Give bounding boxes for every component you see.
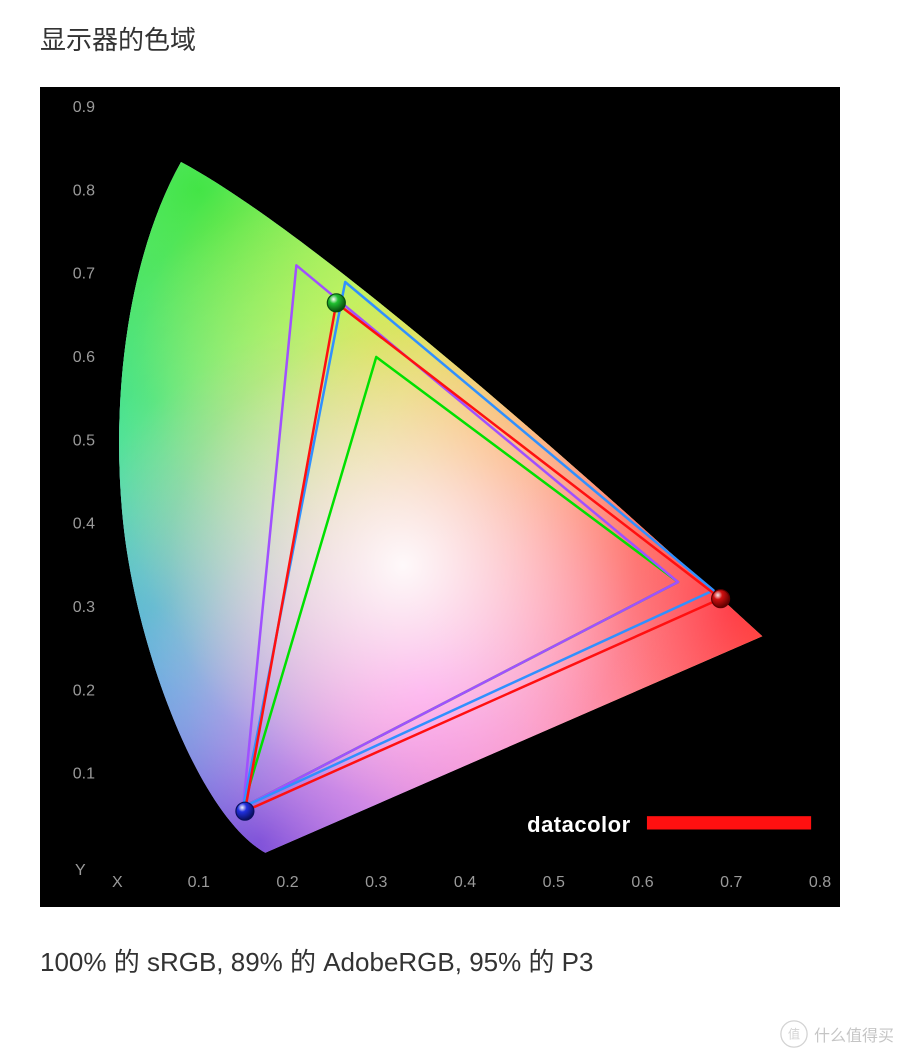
y-tick-label: 0.5: [73, 432, 95, 449]
y-tick-label: 0.4: [73, 516, 95, 533]
y-tick-label: 0.6: [73, 349, 95, 366]
y-tick-label: 0.8: [73, 182, 95, 199]
y-tick-label: 0.3: [73, 599, 95, 616]
x-tick-label: 0.3: [365, 874, 387, 891]
brand-text: datacolor: [527, 812, 631, 837]
chart-caption: 100% 的 sRGB, 89% 的 AdobeRGB, 95% 的 P3: [40, 942, 879, 979]
site-watermark: 值 什么值得买: [780, 1020, 894, 1048]
x-tick-label: 0.4: [454, 874, 476, 891]
watermark-text: 什么值得买: [814, 1022, 894, 1046]
svg-text:值: 值: [788, 1026, 800, 1041]
measured-primary-marker: [712, 590, 730, 608]
measured-primary-marker: [327, 294, 345, 312]
measured-primary-marker: [236, 802, 254, 820]
y-tick-label: 0.1: [73, 766, 95, 783]
x-tick-label: 0.6: [631, 874, 653, 891]
x-tick-label: 0.2: [276, 874, 298, 891]
x-tick-label: 0.1: [188, 874, 210, 891]
y-tick-label: 0.7: [73, 266, 95, 283]
x-axis-label: X: [112, 874, 123, 891]
x-tick-label: 0.5: [543, 874, 565, 891]
y-axis-label: Y: [75, 862, 86, 879]
y-tick-label: 0.2: [73, 682, 95, 699]
watermark-icon: 值: [780, 1020, 808, 1048]
brand-bar: [647, 816, 811, 829]
x-tick-label: 0.8: [809, 874, 831, 891]
gamut-chart: 0.1 0.2 0.3 0.4 0.5 0.6 0.7 0.8 0.9 0.1 0.2 0.3 0.4 0…: [40, 87, 840, 907]
x-tick-label: 0.7: [720, 874, 742, 891]
y-tick-label: 0.9: [73, 99, 95, 116]
page-title: 显示器的色域: [40, 20, 879, 57]
